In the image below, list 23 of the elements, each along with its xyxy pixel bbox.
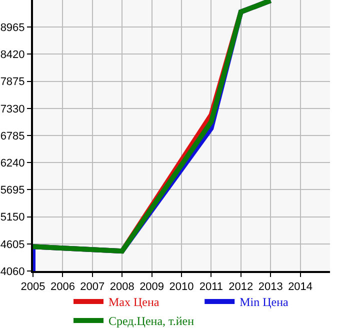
x-tick-label: 2010 (169, 281, 194, 294)
y-tick-label: 7330 (0, 103, 25, 116)
legend-label: Сред.Цена, т.йен (108, 314, 195, 328)
y-tick-label: 8965 (0, 22, 25, 34)
x-tick-label: 2009 (140, 281, 164, 294)
legend-label: Min Цена (240, 295, 290, 310)
y-tick-label: 6240 (0, 157, 25, 170)
legend-label: Max Цена (108, 295, 160, 310)
x-tick-label: 2007 (80, 281, 105, 294)
y-tick-label: 4060 (0, 266, 25, 278)
y-tick-label: 5695 (0, 184, 25, 197)
x-tick-label: 2006 (50, 281, 75, 294)
x-tick-label: 2005 (20, 281, 46, 294)
x-tick-label: 2011 (199, 281, 224, 294)
y-tick-label: 7875 (0, 76, 25, 88)
x-tick-label: 2012 (228, 281, 254, 294)
x-tick-label: 2008 (110, 281, 134, 294)
y-tick-label: 4605 (0, 238, 25, 251)
y-tick-label: 6785 (0, 130, 25, 142)
x-tick-label: 2014 (288, 281, 313, 294)
x-tick-label: 2013 (258, 281, 283, 294)
y-tick-label: 5150 (0, 212, 25, 224)
y-tick-label: 8420 (0, 49, 25, 62)
